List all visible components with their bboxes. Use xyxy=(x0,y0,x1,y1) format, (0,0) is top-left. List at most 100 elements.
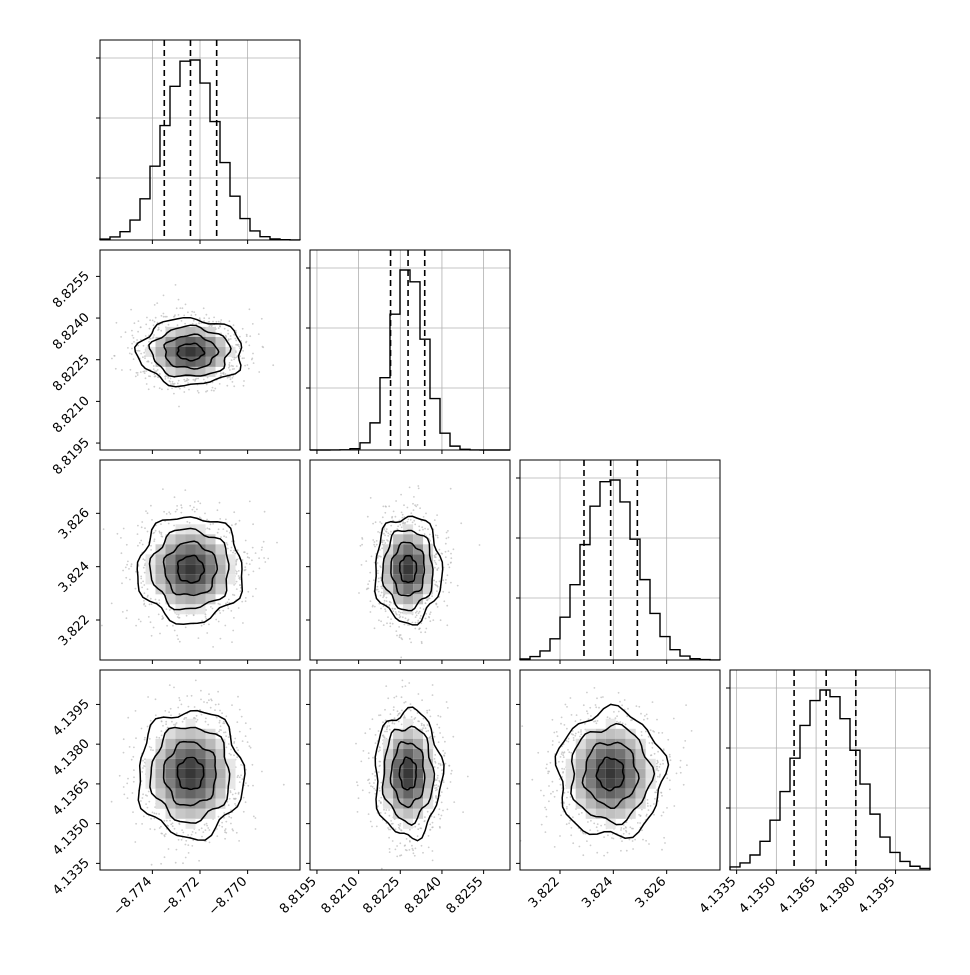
sample-point xyxy=(420,631,422,634)
density-cell xyxy=(195,554,206,565)
sample-point xyxy=(568,751,571,754)
sample-point xyxy=(446,787,449,790)
sample-point xyxy=(379,760,382,763)
density-cell xyxy=(625,748,636,759)
sample-point xyxy=(394,515,397,518)
sample-point xyxy=(431,684,434,686)
density-cell xyxy=(413,758,424,769)
sample-point xyxy=(649,729,652,731)
sample-point xyxy=(439,763,442,765)
sample-point xyxy=(439,794,442,797)
sample-point xyxy=(372,522,374,525)
sample-point xyxy=(177,638,180,640)
sample-point xyxy=(403,504,405,507)
sample-point xyxy=(595,706,598,709)
sample-point xyxy=(157,329,159,331)
density-cell xyxy=(185,326,196,337)
sample-point xyxy=(396,714,399,717)
sample-point xyxy=(225,542,228,544)
sample-point xyxy=(171,382,174,385)
sample-point xyxy=(586,710,588,713)
sample-point xyxy=(238,730,241,733)
sample-point xyxy=(423,820,426,822)
sample-point xyxy=(444,582,447,584)
sample-point xyxy=(397,525,399,528)
y-tick-label: 3.826 xyxy=(56,506,93,543)
sample-point xyxy=(195,720,198,723)
sample-point xyxy=(657,750,659,753)
density-cell xyxy=(595,748,606,759)
sample-point xyxy=(408,708,410,710)
sample-point xyxy=(565,807,568,810)
sample-point xyxy=(205,822,208,825)
contour-line xyxy=(390,541,426,597)
sample-point xyxy=(162,616,165,619)
sample-point xyxy=(369,571,372,574)
sample-point xyxy=(411,621,414,624)
sample-point xyxy=(398,636,401,639)
sample-point xyxy=(157,326,160,329)
sample-point xyxy=(440,769,443,772)
sample-point xyxy=(357,797,360,800)
density-cell xyxy=(635,768,646,779)
sample-point xyxy=(165,513,168,515)
sample-point xyxy=(177,706,180,709)
sample-point xyxy=(545,808,548,811)
x-tick-label: −8.770 xyxy=(206,874,251,919)
sample-point xyxy=(562,771,565,773)
density-cell xyxy=(185,544,196,555)
sample-point xyxy=(263,510,266,513)
sample-point xyxy=(547,770,550,773)
sample-point xyxy=(373,782,375,784)
sample-point xyxy=(544,806,546,809)
density-cell xyxy=(403,728,414,739)
sample-point xyxy=(235,746,238,749)
density-cell xyxy=(175,748,186,759)
sample-point xyxy=(162,724,164,727)
sample-point xyxy=(436,585,439,588)
sample-point xyxy=(431,826,434,829)
sample-point xyxy=(183,391,186,393)
sample-point xyxy=(383,808,385,811)
sample-point xyxy=(420,722,423,725)
sample-point xyxy=(150,817,153,820)
density-cell xyxy=(393,728,404,739)
sample-point xyxy=(635,705,638,707)
density-cell xyxy=(175,798,186,809)
contour-line xyxy=(398,756,418,791)
sample-point xyxy=(159,632,161,635)
sample-point xyxy=(158,736,161,739)
sample-point xyxy=(424,617,427,620)
sample-point xyxy=(184,380,187,383)
sample-point xyxy=(580,733,583,736)
sample-point xyxy=(242,384,245,387)
sample-point xyxy=(142,356,144,359)
sample-point xyxy=(166,624,169,627)
density-panel-2-1 xyxy=(306,459,511,664)
sample-point xyxy=(606,851,609,854)
sample-point xyxy=(200,827,203,830)
sample-point xyxy=(400,511,403,514)
sample-point xyxy=(235,572,238,575)
sample-point xyxy=(398,828,401,830)
sample-point xyxy=(413,496,415,498)
sample-point xyxy=(203,823,206,826)
sample-point xyxy=(205,609,208,611)
y-tick-label: 4.1335 xyxy=(50,856,93,899)
sample-point xyxy=(577,731,580,734)
sample-point xyxy=(580,731,582,733)
sample-point xyxy=(563,724,566,726)
sample-point xyxy=(438,580,441,583)
sample-point xyxy=(171,720,173,723)
sample-point xyxy=(436,606,439,608)
sample-point xyxy=(176,505,179,507)
sample-point xyxy=(154,714,157,717)
sample-point xyxy=(684,740,687,742)
sample-point xyxy=(410,716,413,718)
sample-point xyxy=(424,727,427,730)
sample-point xyxy=(218,383,221,385)
sample-point xyxy=(373,543,375,546)
density-cell xyxy=(195,808,206,819)
sample-point xyxy=(176,382,179,385)
sample-point xyxy=(540,823,543,826)
